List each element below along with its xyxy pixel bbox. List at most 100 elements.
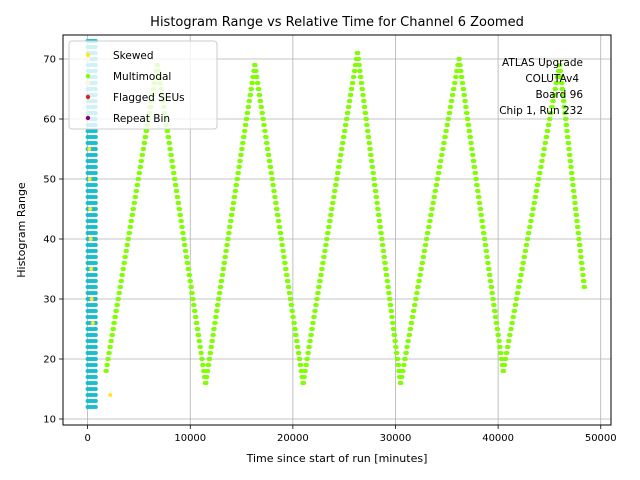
multimodal-point bbox=[462, 93, 467, 97]
skewed-point bbox=[88, 207, 93, 211]
x-tick-label: 50000 bbox=[585, 433, 617, 444]
multimodal-point bbox=[258, 93, 263, 97]
multimodal-point bbox=[369, 153, 374, 157]
plot-area-frame bbox=[62, 34, 612, 426]
multimodal-point bbox=[555, 81, 560, 85]
multimodal-point bbox=[577, 237, 582, 241]
multimodal-point bbox=[538, 171, 543, 175]
multimodal-point bbox=[169, 153, 174, 157]
repeat-bin-point bbox=[93, 357, 98, 361]
multimodal-point bbox=[174, 183, 179, 187]
multimodal-point bbox=[458, 63, 463, 67]
multimodal-point bbox=[496, 327, 500, 331]
multimodal-point bbox=[195, 321, 200, 325]
multimodal-point bbox=[132, 207, 136, 211]
multimodal-point bbox=[208, 357, 213, 361]
multimodal-point bbox=[231, 207, 236, 211]
multimodal-point bbox=[166, 129, 171, 133]
multimodal-point bbox=[206, 369, 211, 373]
multimodal-point bbox=[168, 141, 172, 145]
repeat-bin-point bbox=[93, 333, 98, 337]
multimodal-point bbox=[118, 285, 123, 289]
multimodal-point bbox=[302, 375, 307, 379]
repeat-bin-point bbox=[93, 393, 98, 397]
multimodal-point bbox=[125, 243, 130, 247]
multimodal-point bbox=[256, 81, 261, 85]
annotation-line-3: Board 96 bbox=[535, 89, 583, 101]
multimodal-point bbox=[357, 57, 361, 61]
multimodal-point bbox=[475, 183, 480, 187]
multimodal-point bbox=[581, 267, 585, 271]
multimodal-point bbox=[311, 321, 316, 325]
repeat-bin-point bbox=[93, 243, 98, 247]
multimodal-point bbox=[545, 135, 550, 139]
multimodal-point bbox=[487, 267, 492, 271]
multimodal-point bbox=[380, 237, 385, 241]
multimodal-point bbox=[334, 183, 339, 187]
multimodal-point bbox=[573, 195, 578, 199]
multimodal-point bbox=[368, 141, 372, 145]
multimodal-point bbox=[113, 315, 118, 319]
multimodal-point bbox=[213, 321, 218, 325]
multimodal-point bbox=[444, 129, 449, 133]
multimodal-point bbox=[219, 285, 224, 289]
multimodal-point bbox=[436, 177, 441, 181]
multimodal-point bbox=[128, 231, 132, 235]
skewed-point bbox=[90, 321, 95, 325]
y-axis-label: Histogram Range bbox=[15, 182, 28, 278]
multimodal-point bbox=[243, 129, 248, 133]
multimodal-point bbox=[289, 297, 294, 301]
multimodal-point bbox=[253, 63, 258, 67]
multimodal-point bbox=[194, 315, 199, 319]
annotation-box: ATLAS Upgrade COLUTAv4 Board 96 Chip 1, … bbox=[499, 57, 583, 117]
multimodal-point bbox=[418, 273, 423, 277]
multimodal-point bbox=[497, 339, 502, 343]
multimodal-point bbox=[110, 333, 115, 337]
repeat-bin-point bbox=[93, 159, 98, 163]
multimodal-point bbox=[261, 117, 266, 121]
multimodal-point bbox=[108, 345, 113, 349]
multimodal-point bbox=[229, 219, 234, 223]
y-tick-label: 40 bbox=[43, 235, 56, 246]
multimodal-point bbox=[581, 273, 586, 277]
multimodal-point bbox=[279, 231, 284, 235]
multimodal-point bbox=[223, 261, 227, 265]
multimodal-point bbox=[235, 183, 239, 187]
multimodal-point bbox=[299, 363, 304, 367]
multimodal-point bbox=[569, 159, 574, 163]
multimodal-point bbox=[142, 147, 146, 151]
multimodal-point bbox=[567, 141, 572, 145]
multimodal-point bbox=[329, 213, 334, 217]
repeat-bin-point bbox=[93, 351, 98, 355]
multimodal-point bbox=[207, 363, 212, 367]
multimodal-point bbox=[317, 285, 322, 289]
multimodal-point bbox=[139, 165, 143, 169]
repeat-bin-point bbox=[93, 183, 98, 187]
multimodal-point bbox=[505, 351, 510, 355]
multimodal-point bbox=[168, 147, 173, 151]
multimodal-point bbox=[269, 165, 274, 169]
multimodal-point bbox=[221, 273, 226, 277]
multimodal-point bbox=[386, 279, 390, 283]
multimodal-point bbox=[117, 291, 122, 295]
multimodal-point bbox=[264, 135, 269, 139]
multimodal-point bbox=[104, 369, 109, 373]
skewed-point bbox=[87, 147, 92, 151]
multimodal-point bbox=[426, 231, 431, 235]
multimodal-point bbox=[209, 351, 213, 355]
multimodal-point bbox=[272, 189, 277, 193]
chart-title: Histogram Range vs Relative Time for Cha… bbox=[150, 15, 524, 30]
multimodal-point bbox=[530, 213, 535, 217]
multimodal-point bbox=[364, 117, 369, 121]
multimodal-point bbox=[121, 267, 126, 271]
multimodal-point bbox=[138, 171, 142, 175]
multimodal-point bbox=[479, 207, 484, 211]
multimodal-point bbox=[107, 351, 112, 355]
multimodal-point bbox=[276, 213, 281, 217]
multimodal-point bbox=[136, 183, 140, 187]
multimodal-point bbox=[547, 123, 552, 127]
multimodal-point bbox=[244, 123, 249, 127]
legend-marker-flagged-seus bbox=[85, 94, 91, 100]
multimodal-point bbox=[480, 219, 485, 223]
multimodal-point bbox=[478, 201, 483, 205]
